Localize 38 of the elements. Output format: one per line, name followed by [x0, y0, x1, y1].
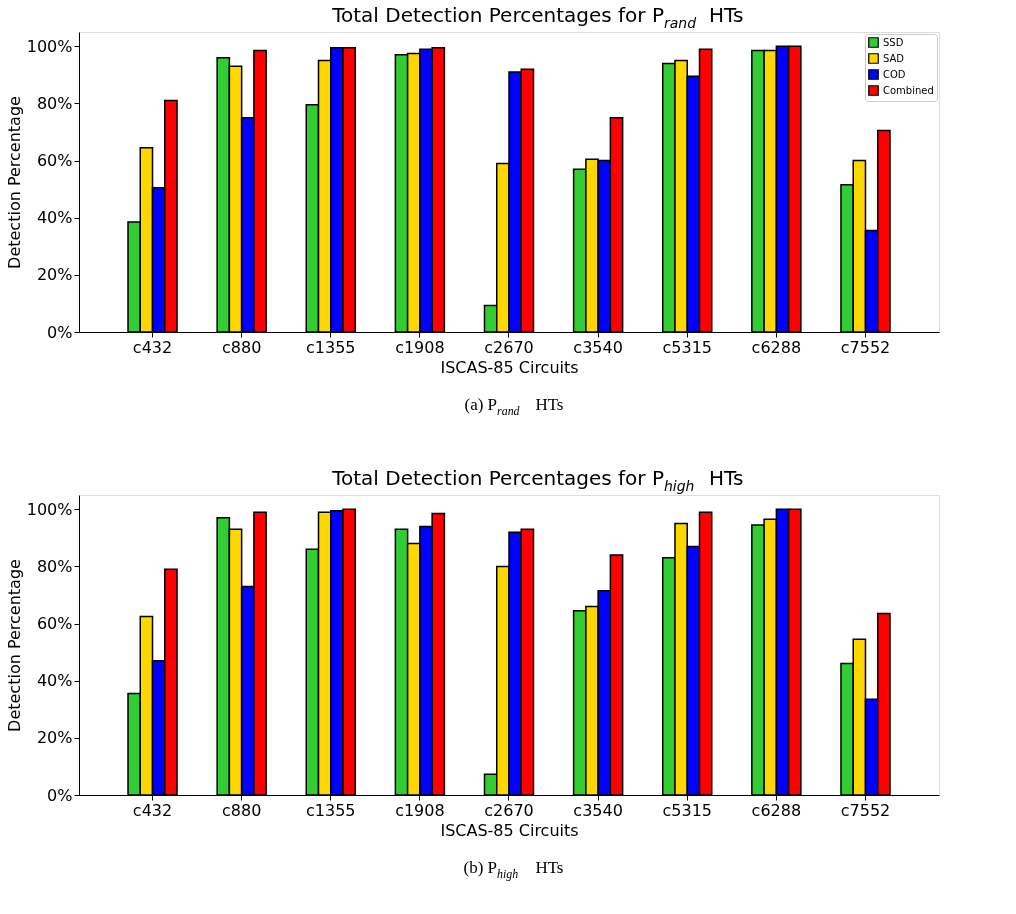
x-tick-label: c1355: [306, 800, 356, 820]
x-tick-label: c7552: [840, 800, 891, 820]
x-tick-label: c3540: [573, 337, 623, 357]
x-tick-label: c880: [221, 337, 262, 357]
y-tick-label: 60%: [36, 614, 73, 634]
y-tick-label: 0%: [47, 322, 73, 342]
x-tick-label: c6288: [751, 800, 802, 820]
y-tick-label: 80%: [36, 93, 73, 113]
x-tick-label: c7552: [840, 337, 891, 357]
legend-label: Combined: [883, 84, 934, 96]
y-tick-label: 100%: [26, 36, 73, 56]
y-tick-label: 40%: [36, 208, 73, 228]
x-tick-label: c5315: [662, 337, 712, 357]
y-tick-label: 0%: [47, 785, 73, 805]
y-tick-label: 60%: [36, 151, 73, 171]
y-tick-label: 20%: [36, 728, 73, 748]
x-axis-title: ISCAS-85 Circuits: [440, 357, 579, 377]
y-tick-label: 80%: [36, 556, 73, 576]
y-axis-title: Detection Percentage: [4, 96, 24, 269]
x-tick-label: c880: [221, 800, 262, 820]
x-tick-label: c1908: [395, 337, 445, 357]
x-tick-label: c1908: [395, 800, 445, 820]
x-tick-label: c5315: [662, 800, 712, 820]
x-axis-title: ISCAS-85 Circuits: [440, 820, 579, 840]
x-tick-label: c6288: [751, 337, 802, 357]
x-tick-label: c2670: [484, 337, 534, 357]
legend-label: COD: [883, 68, 906, 80]
x-tick-label: c1355: [306, 337, 356, 357]
x-tick-label: c2670: [484, 800, 534, 820]
y-tick-label: 100%: [26, 499, 73, 519]
x-tick-label: c3540: [573, 800, 623, 820]
x-tick-label: c432: [132, 337, 173, 357]
y-tick-label: 40%: [36, 671, 73, 691]
legend-label: SSD: [883, 36, 904, 48]
y-tick-label: 20%: [36, 265, 73, 285]
x-tick-label: c432: [132, 800, 173, 820]
y-axis-title: Detection Percentage: [4, 559, 24, 732]
legend-label: SAD: [883, 52, 905, 64]
